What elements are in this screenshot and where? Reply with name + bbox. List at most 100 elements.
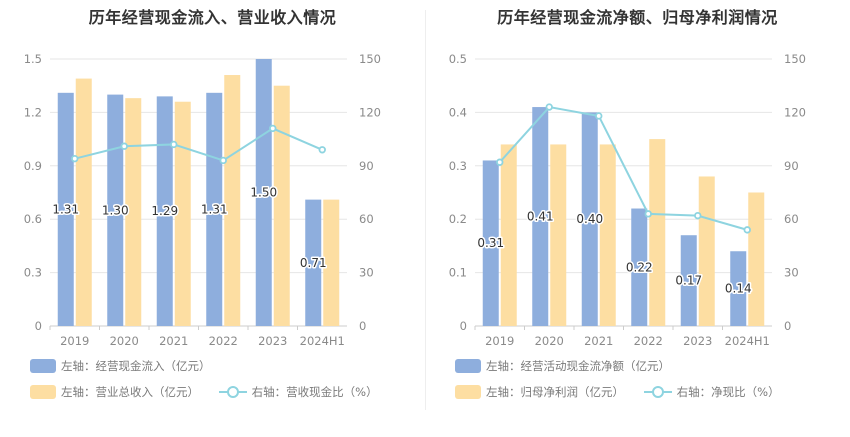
bar-secondary-2 bbox=[599, 144, 616, 326]
right-axis-tick-label: 0 bbox=[784, 319, 791, 333]
right-axis-tick-label: 150 bbox=[359, 52, 381, 66]
chart-plot: 0 0 0.3 30 0.6 60 0.9 90 1.2 120 1.5 150 2019 2020 202… bbox=[24, 52, 381, 348]
chart-panel-cash-inflow: 历年经营现金流入、营业收入情况 0 0 0.3 30 0.6 60 0.9 90 1.2 120 1… bbox=[24, 8, 394, 402]
ratio-point-1 bbox=[120, 142, 128, 150]
data-label: 1.30 bbox=[102, 203, 129, 217]
x-axis-tick-label: 2024H1 bbox=[300, 334, 345, 348]
data-label: 0.17 bbox=[675, 274, 702, 288]
x-axis-tick-label: 2022 bbox=[209, 334, 238, 348]
ratio-point-3 bbox=[219, 156, 227, 165]
left-axis-tick-label: 0.6 bbox=[24, 212, 42, 226]
right-axis-tick-label: 150 bbox=[784, 52, 806, 66]
legend-item-net-profit[interactable]: 左轴：归母净利润（亿元） bbox=[455, 384, 624, 400]
data-label: 1.31 bbox=[201, 202, 228, 216]
bar-secondary-1 bbox=[125, 98, 142, 326]
ratio-point-2 bbox=[595, 112, 603, 120]
x-axis-tick-label: 2021 bbox=[584, 334, 613, 348]
bar-secondary-0 bbox=[75, 78, 92, 326]
legend-label: 左轴：经营现金流入（亿元） bbox=[61, 359, 211, 373]
chart-plot: 0 0 0.1 30 0.2 60 0.3 90 0.4 120 0.5 150 2019 2020 202… bbox=[449, 52, 806, 348]
ratio-point-4 bbox=[269, 124, 277, 133]
bar-1 bbox=[532, 107, 549, 326]
x-axis-tick-label: 2023 bbox=[683, 334, 712, 348]
bar-0 bbox=[57, 92, 74, 326]
ratio-point-2 bbox=[170, 140, 178, 149]
data-label: 0.22 bbox=[626, 260, 653, 274]
legend-label: 左轴：经营活动现金流净额（亿元） bbox=[486, 359, 670, 373]
legend-swatch bbox=[455, 359, 481, 373]
panel-divider bbox=[425, 10, 426, 410]
legend-swatch bbox=[30, 359, 56, 373]
legend-line-marker bbox=[643, 385, 672, 399]
legend-label: 右轴：净现比（%） bbox=[676, 385, 780, 399]
x-axis-tick-label: 2023 bbox=[258, 334, 287, 348]
x-axis-tick-label: 2020 bbox=[535, 334, 564, 348]
data-label: 0.41 bbox=[527, 210, 554, 224]
legend-label: 左轴：归母净利润（亿元） bbox=[486, 385, 624, 399]
right-axis-tick-label: 90 bbox=[784, 159, 799, 173]
right-axis-tick-label: 120 bbox=[359, 105, 381, 119]
bar-secondary-5 bbox=[748, 192, 765, 326]
bar-secondary-1 bbox=[550, 144, 567, 326]
ratio-point-0 bbox=[496, 158, 504, 166]
bar-secondary-4 bbox=[273, 85, 290, 326]
right-axis-tick-label: 120 bbox=[784, 105, 806, 119]
left-axis-tick-label: 0.3 bbox=[24, 266, 42, 280]
left-axis-tick-label: 0 bbox=[460, 319, 467, 333]
bar-secondary-4 bbox=[698, 176, 715, 326]
left-axis-tick-label: 0.5 bbox=[449, 52, 467, 66]
ratio-point-5 bbox=[743, 226, 751, 234]
data-label: 0.14 bbox=[725, 282, 752, 296]
bar-4 bbox=[680, 235, 697, 326]
left-axis-tick-label: 0.2 bbox=[449, 212, 467, 226]
legend: 左轴：归母净利润（亿元） 右轴：净现比（%） bbox=[455, 384, 796, 402]
ratio-point-1 bbox=[545, 103, 553, 111]
bar-secondary-5 bbox=[323, 199, 340, 326]
legend-item-net-cash[interactable]: 左轴：经营活动现金流净额（亿元） bbox=[455, 358, 670, 374]
ratio-line bbox=[499, 105, 748, 231]
legend-item-net-cash-ratio[interactable]: 右轴：净现比（%） bbox=[643, 384, 780, 400]
x-axis-tick-label: 2020 bbox=[110, 334, 139, 348]
data-label: 1.50 bbox=[250, 186, 277, 200]
bar-0 bbox=[482, 160, 499, 326]
legend: 左轴：经营活动现金流净额（亿元） bbox=[455, 358, 686, 376]
data-label: 0.71 bbox=[300, 256, 327, 270]
ratio-point-4 bbox=[694, 211, 702, 220]
left-axis-tick-label: 0.1 bbox=[449, 266, 467, 280]
right-axis-tick-label: 60 bbox=[784, 212, 799, 226]
legend-label: 左轴：营业总收入（亿元） bbox=[61, 385, 199, 399]
bar-3 bbox=[206, 92, 223, 326]
right-axis-tick-label: 30 bbox=[784, 266, 799, 280]
data-label: 0.31 bbox=[477, 236, 504, 250]
x-axis-tick-label: 2024H1 bbox=[725, 334, 770, 348]
legend-item-revenue[interactable]: 左轴：营业总收入（亿元） bbox=[30, 384, 199, 400]
left-axis-tick-label: 0.9 bbox=[24, 159, 42, 173]
legend-swatch bbox=[30, 385, 56, 399]
bar-secondary-3 bbox=[224, 75, 241, 327]
bar-4 bbox=[255, 59, 272, 326]
bar-secondary-3 bbox=[649, 139, 666, 326]
right-axis-tick-label: 30 bbox=[359, 266, 374, 280]
x-axis-tick-label: 2021 bbox=[159, 334, 188, 348]
legend: 左轴：营业总收入（亿元） 右轴：营收现金比（%） bbox=[30, 384, 394, 402]
ratio-point-5 bbox=[318, 146, 326, 154]
left-axis-tick-label: 0.3 bbox=[449, 159, 467, 173]
legend-item-cash-ratio[interactable]: 右轴：营收现金比（%） bbox=[218, 384, 378, 400]
x-axis-tick-label: 2019 bbox=[485, 334, 514, 348]
legend-line-marker bbox=[218, 385, 247, 399]
right-axis-tick-label: 60 bbox=[359, 212, 374, 226]
data-label: 1.31 bbox=[52, 202, 79, 216]
legend: 左轴：经营现金流入（亿元） bbox=[30, 358, 227, 376]
right-axis-tick-label: 90 bbox=[359, 159, 374, 173]
left-axis-tick-label: 1.5 bbox=[24, 52, 42, 66]
data-label: 1.29 bbox=[151, 204, 178, 218]
bar-5 bbox=[730, 251, 747, 326]
x-axis-tick-label: 2022 bbox=[634, 334, 663, 348]
ratio-point-0 bbox=[71, 154, 79, 163]
left-axis-tick-label: 0.4 bbox=[449, 105, 467, 119]
bar-secondary-2 bbox=[174, 101, 191, 326]
ratio-point-3 bbox=[644, 210, 652, 218]
bar-1 bbox=[107, 94, 124, 326]
legend-item-cash-inflow[interactable]: 左轴：经营现金流入（亿元） bbox=[30, 358, 211, 374]
legend-swatch bbox=[455, 385, 481, 399]
